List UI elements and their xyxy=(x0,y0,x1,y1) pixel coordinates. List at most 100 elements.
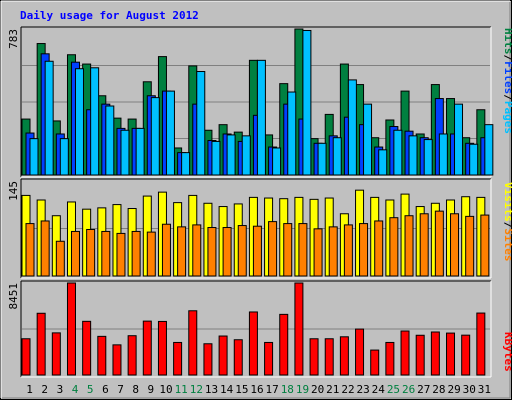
x-tick-label-day-3: 3 xyxy=(57,383,64,396)
bar-kbytes-day-9 xyxy=(142,320,152,376)
bar-pages-day-25 xyxy=(393,129,403,176)
bar-sites-day-28 xyxy=(434,210,444,277)
x-tick-label-day-7: 7 xyxy=(117,383,124,396)
bar-sites-day-2 xyxy=(40,220,50,277)
legend-kbytes: KBytes xyxy=(502,332,512,372)
bar-kbytes-day-6 xyxy=(97,335,107,376)
bar-sites-day-24 xyxy=(374,220,384,277)
x-tick-label-day-17: 17 xyxy=(266,383,279,396)
bar-kbytes-day-25 xyxy=(385,341,395,376)
x-tick-label-day-31: 31 xyxy=(478,383,491,396)
bar-pages-day-20 xyxy=(317,142,327,176)
x-tick-label-day-2: 2 xyxy=(41,383,48,396)
x-tick-label-day-9: 9 xyxy=(148,383,155,396)
bar-pages-day-10 xyxy=(165,90,175,176)
bar-kbytes-day-29 xyxy=(446,332,456,376)
bar-kbytes-day-5 xyxy=(82,320,92,376)
legend-files: Files xyxy=(502,61,512,94)
legend-pages: Pages xyxy=(502,101,512,134)
x-tick-label-day-11: 11 xyxy=(175,383,188,396)
bar-kbytes-day-7 xyxy=(112,344,122,376)
legend-middle-panel: Visits/Sites xyxy=(502,182,512,262)
x-tick-label-day-10: 10 xyxy=(159,383,172,396)
x-tick-label-day-15: 15 xyxy=(235,383,248,396)
bar-sites-day-31 xyxy=(480,214,490,277)
bar-sites-day-11 xyxy=(177,226,187,277)
bar-sites-day-26 xyxy=(404,215,414,277)
bar-pages-day-1 xyxy=(29,138,39,176)
bar-pages-day-31 xyxy=(484,124,494,176)
bar-kbytes-day-8 xyxy=(127,335,137,376)
legend-top-panel: Hits/Files/Pages xyxy=(502,28,512,134)
bar-pages-day-6 xyxy=(105,105,115,176)
x-tick-label-day-16: 16 xyxy=(250,383,263,396)
x-tick-label-day-19: 19 xyxy=(296,383,309,396)
bar-sites-day-16 xyxy=(252,225,262,277)
y-max-label: 8451 xyxy=(7,283,20,310)
x-tick-label-day-29: 29 xyxy=(447,383,460,396)
bar-pages-day-8 xyxy=(135,127,145,176)
bar-pages-day-26 xyxy=(408,135,418,176)
bar-sites-day-10 xyxy=(161,223,171,277)
bar-pages-day-29 xyxy=(454,103,464,176)
x-tick-label-day-30: 30 xyxy=(463,383,476,396)
x-tick-label-day-26: 26 xyxy=(402,383,415,396)
bar-kbytes-day-12 xyxy=(188,310,198,376)
bar-sites-day-14 xyxy=(222,227,232,277)
bar-kbytes-day-13 xyxy=(203,343,213,376)
bar-sites-day-20 xyxy=(313,228,323,277)
legend-sep: / xyxy=(502,222,512,229)
bar-kbytes-day-27 xyxy=(415,334,425,376)
bar-kbytes-day-28 xyxy=(430,331,440,376)
bar-kbytes-day-19 xyxy=(294,282,304,376)
bar-sites-day-23 xyxy=(359,223,369,277)
x-tick-label-day-12: 12 xyxy=(190,383,203,396)
bar-pages-day-21 xyxy=(332,137,342,176)
bar-pages-day-14 xyxy=(226,134,236,176)
bar-kbytes-day-2 xyxy=(36,312,46,376)
bar-pages-day-5 xyxy=(90,67,100,176)
bar-pages-day-9 xyxy=(150,97,160,176)
bar-kbytes-day-21 xyxy=(324,338,334,376)
bar-sites-day-22 xyxy=(343,224,353,277)
bar-sites-day-12 xyxy=(192,224,202,277)
bar-sites-day-4 xyxy=(70,230,80,277)
bar-kbytes-day-11 xyxy=(173,341,183,376)
x-tick-label-day-14: 14 xyxy=(220,383,234,396)
bar-pages-day-15 xyxy=(241,135,251,176)
bar-pages-day-12 xyxy=(196,71,206,176)
x-tick-label-day-28: 28 xyxy=(432,383,445,396)
bar-kbytes-day-10 xyxy=(157,320,167,376)
x-tick-label-day-23: 23 xyxy=(357,383,370,396)
bar-sites-day-27 xyxy=(419,213,429,277)
bar-sites-day-30 xyxy=(465,215,475,277)
y-max-label: 783 xyxy=(7,29,20,49)
x-tick-label-day-4: 4 xyxy=(72,383,79,396)
bar-sites-day-17 xyxy=(268,221,278,277)
x-tick-label-day-1: 1 xyxy=(26,383,33,396)
bar-kbytes-day-31 xyxy=(476,312,486,376)
legend-hits: Hits xyxy=(502,28,512,55)
bar-pages-day-19 xyxy=(302,29,312,176)
legend-sites: Sites xyxy=(502,228,512,261)
bar-pages-day-28 xyxy=(438,133,448,176)
bar-sites-day-21 xyxy=(328,226,338,277)
x-tick-label-day-22: 22 xyxy=(341,383,354,396)
x-tick-label-day-8: 8 xyxy=(132,383,139,396)
bar-kbytes-day-1 xyxy=(21,338,31,376)
bar-kbytes-day-24 xyxy=(370,349,380,376)
bar-kbytes-day-18 xyxy=(279,313,289,376)
bar-pages-day-23 xyxy=(363,103,373,176)
bar-kbytes-day-14 xyxy=(218,335,228,376)
bar-pages-day-7 xyxy=(120,129,130,176)
bar-sites-day-3 xyxy=(55,240,65,277)
bar-pages-day-30 xyxy=(469,143,479,176)
x-tick-label-day-13: 13 xyxy=(205,383,218,396)
chart-title: Daily usage for August 2012 xyxy=(20,9,199,22)
bar-pages-day-27 xyxy=(423,139,433,176)
bar-sites-day-19 xyxy=(298,223,308,277)
chart-legends: Hits/Files/Pages Visits/Sites KBytes xyxy=(502,28,512,372)
panel-2: 145 xyxy=(7,178,492,279)
bar-sites-day-6 xyxy=(101,230,111,277)
bar-pages-day-24 xyxy=(378,149,388,176)
